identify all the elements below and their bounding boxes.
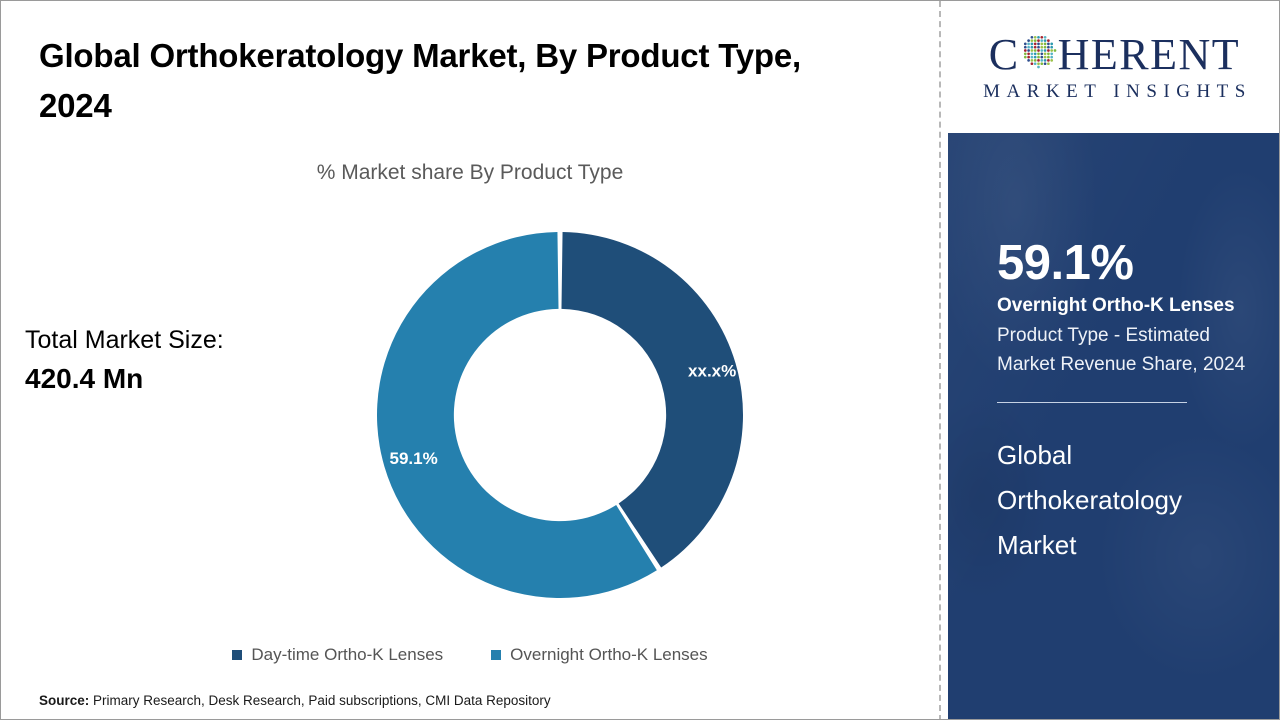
legend-item[interactable]: Day-time Ortho-K Lenses — [232, 645, 443, 665]
chart-subtitle: % Market share By Product Type — [316, 161, 624, 184]
sidebar-content: 59.1% Overnight Ortho-K Lenses Product T… — [948, 133, 1279, 568]
legend-swatch-icon — [491, 650, 502, 660]
total-market-size-value: 420.4 Mn — [25, 362, 144, 394]
logo-wordmark: C HERENT — [965, 33, 1265, 77]
legend-swatch-icon — [232, 650, 243, 660]
sidebar-divider-rule — [997, 401, 1187, 403]
legend-label: Overnight Ortho-K Lenses — [510, 645, 708, 664]
total-market-size-label: Total Market Size: — [25, 326, 224, 354]
source-text: Primary Research, Desk Research, Paid su… — [89, 693, 551, 708]
panel-divider — [939, 1, 941, 719]
main-chart-panel: Global Orthokeratology Market, By Produc… — [1, 1, 939, 719]
legend-label: Day-time Ortho-K Lenses — [251, 645, 444, 664]
donut-label-group: xx.x% 59.1% — [390, 361, 737, 468]
logo-letters-herent: HERENT — [1057, 30, 1241, 79]
logo-letter-c: C — [988, 30, 1020, 79]
dotted-sphere-icon — [1021, 33, 1057, 77]
logo-box: C HERENT MARKET INSIGHTS — [948, 1, 1279, 133]
donut-slice[interactable] — [377, 232, 657, 598]
sidebar-stat-name: Overnight Ortho-K Lenses — [997, 294, 1235, 316]
coherent-market-insights-logo: C HERENT MARKET INSIGHTS — [965, 33, 1265, 102]
sidebar-stat-description: Product Type - Estimated Market Revenue … — [997, 324, 1246, 375]
source-note: Source: Primary Research, Desk Research,… — [39, 693, 551, 708]
logo-tagline: MARKET INSIGHTS — [983, 81, 1252, 102]
page-title: Global Orthokeratology Market, By Produc… — [39, 37, 801, 125]
source-label: Source: — [39, 693, 90, 708]
legend-item[interactable]: Overnight Ortho-K Lenses — [491, 645, 708, 665]
highlight-sidebar: 59.1% Overnight Ortho-K Lenses Product T… — [948, 133, 1279, 719]
sidebar-stat-value: 59.1% — [997, 236, 1134, 290]
donut-slice-label: xx.x% — [688, 361, 736, 380]
total-market-size-block: Total Market Size: 420.4 Mn — [25, 323, 325, 398]
donut-slice-group — [377, 232, 743, 598]
sidebar-market-name: Global Orthokeratology Market — [997, 439, 1182, 560]
donut-slice[interactable] — [561, 232, 743, 568]
donut-slice-label: 59.1% — [390, 449, 438, 468]
donut-chart-svg: xx.x% 59.1% — [377, 232, 743, 598]
donut-chart: xx.x% 59.1% — [377, 232, 743, 598]
chart-legend: Day-time Ortho-K Lenses Overnight Ortho-K… — [1, 645, 939, 665]
